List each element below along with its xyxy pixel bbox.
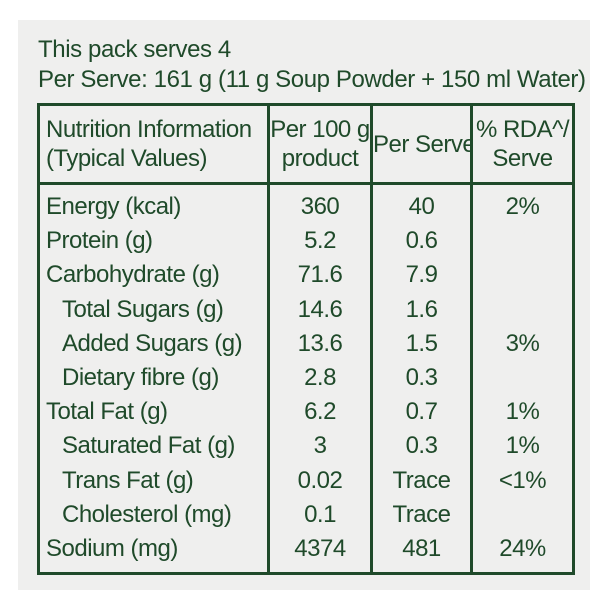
rda-value: 24%	[470, 531, 575, 576]
nutrition-table-body: Energy (kcal) 360 40 2% Protein (g) 5.2 0.6 Car…	[37, 183, 575, 576]
nutrient-name: Total Fat (g)	[37, 395, 270, 430]
table-header-row: Nutrition Information (Typical Values) P…	[37, 103, 575, 185]
rda-value	[470, 497, 575, 532]
per-serve-value: 0.3	[370, 429, 473, 464]
rda-value: 3%	[470, 326, 575, 361]
per-100g-value: 3	[267, 429, 373, 464]
table-row: Cholesterol (mg) 0.1 Trace	[37, 497, 575, 532]
per-serve-value: Trace	[370, 497, 473, 532]
per-serve-value: 1.6	[370, 292, 473, 327]
serving-info: This pack serves 4 Per Serve: 161 g (11 …	[38, 35, 586, 95]
per-serve-text: Per Serve: 161 g (11 g Soup Powder + 150…	[38, 66, 586, 93]
nutrient-name: Trans Fat (g)	[37, 463, 270, 498]
table-row: Total Sugars (g) 14.6 1.6	[37, 292, 575, 327]
per-100g-value: 0.1	[267, 497, 373, 532]
rda-value	[470, 360, 575, 396]
rda-value: 1%	[470, 429, 575, 464]
table-row: Sodium (mg) 4374 481 24%	[37, 531, 575, 576]
nutrient-name: Carbohydrate (g)	[37, 258, 270, 293]
per-serve-value: 0.6	[370, 224, 473, 259]
per-100g-value: 14.6	[267, 292, 373, 327]
header-nutrition-information: Nutrition Information (Typical Values)	[37, 103, 270, 185]
rda-value: 1%	[470, 395, 575, 430]
per-100g-value: 2.8	[267, 360, 373, 396]
table-row: Total Fat (g) 6.2 0.7 1%	[37, 395, 575, 430]
nutrient-name: Saturated Fat (g)	[37, 429, 270, 464]
rda-value	[470, 258, 575, 293]
nutrient-name: Dietary fibre (g)	[37, 360, 270, 396]
pack-serves-text: This pack serves 4	[38, 36, 231, 63]
nutrient-name: Protein (g)	[37, 224, 270, 259]
table-row: Dietary fibre (g) 2.8 0.3	[37, 360, 575, 396]
per-100g-value: 71.6	[267, 258, 373, 293]
per-100g-value: 5.2	[267, 224, 373, 259]
table-row: Added Sugars (g) 13.6 1.5 3%	[37, 326, 575, 361]
per-100g-value: 13.6	[267, 326, 373, 361]
per-serve-value: 0.3	[370, 360, 473, 396]
nutrient-name: Added Sugars (g)	[37, 326, 270, 361]
per-serve-value: 1.5	[370, 326, 473, 361]
rda-value	[470, 224, 575, 259]
per-serve-value: Trace	[370, 463, 473, 498]
header-per-100g: Per 100 g product	[267, 103, 373, 185]
per-serve-value: 40	[370, 183, 473, 225]
nutrient-name: Sodium (mg)	[37, 531, 270, 576]
table-row: Carbohydrate (g) 71.6 7.9	[37, 258, 575, 293]
per-serve-value: 7.9	[370, 258, 473, 293]
per-serve-value: 481	[370, 531, 473, 576]
header-per-serve: Per Serve	[370, 103, 473, 185]
per-100g-value: 6.2	[267, 395, 373, 430]
per-100g-value: 4374	[267, 531, 373, 576]
nutrient-name: Cholesterol (mg)	[37, 497, 270, 532]
rda-value	[470, 292, 575, 327]
table-row: Energy (kcal) 360 40 2%	[37, 183, 575, 225]
per-100g-value: 360	[267, 183, 373, 225]
table-row: Protein (g) 5.2 0.6	[37, 224, 575, 259]
header-rda-per-serve: % RDA^/ Serve	[470, 103, 575, 185]
table-row: Trans Fat (g) 0.02 Trace <1%	[37, 463, 575, 498]
table-row: Saturated Fat (g) 3 0.3 1%	[37, 429, 575, 464]
per-100g-value: 0.02	[267, 463, 373, 498]
rda-value: <1%	[470, 463, 575, 498]
nutrition-table: Nutrition Information (Typical Values) P…	[37, 103, 575, 576]
nutrition-label: This pack serves 4 Per Serve: 161 g (11 …	[18, 20, 590, 590]
nutrient-name: Energy (kcal)	[37, 183, 270, 225]
rda-value: 2%	[470, 183, 575, 225]
nutrient-name: Total Sugars (g)	[37, 292, 270, 327]
per-serve-value: 0.7	[370, 395, 473, 430]
